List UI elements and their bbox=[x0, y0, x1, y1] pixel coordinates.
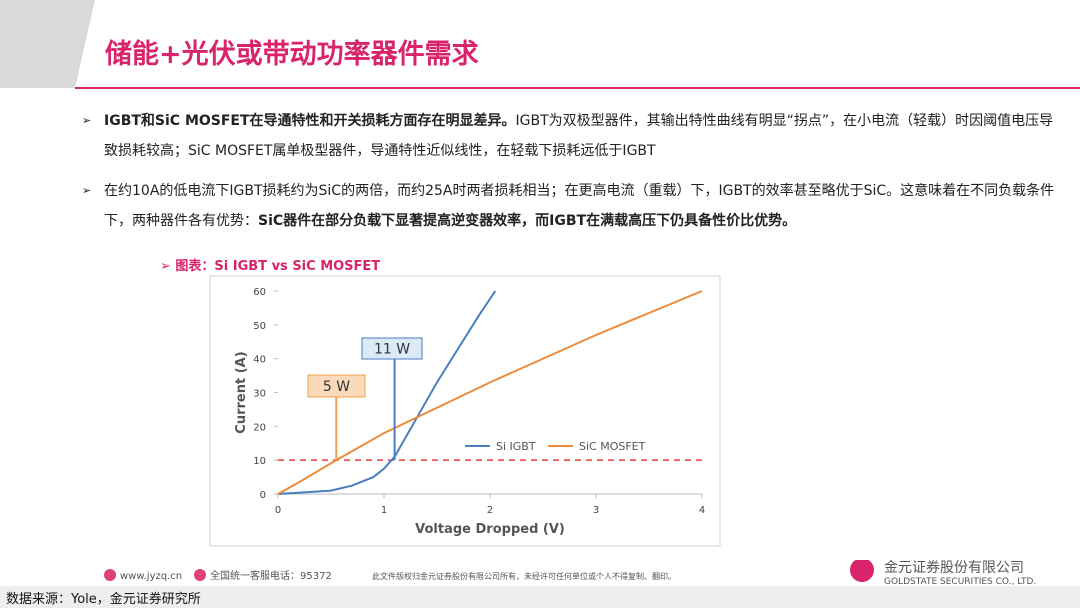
x-tick-label: 2 bbox=[487, 505, 493, 516]
bullet-text: IGBT和SiC MOSFET在导通特性和开关损耗方面存在明显差异。IGBT为双… bbox=[104, 106, 1067, 166]
company: 金元证券股份有限公司 bbox=[884, 560, 1024, 576]
bullet-text: 在约10A的低电流下IGBT损耗约为SiC的两倍，而约25A时两者损耗相当；在更… bbox=[104, 176, 1067, 236]
y-tick-label: 50 bbox=[253, 321, 266, 332]
x-tick-label: 1 bbox=[381, 505, 387, 516]
x-tick-label: 3 bbox=[593, 505, 599, 516]
annotation-box bbox=[307, 374, 366, 398]
corner-shape bbox=[0, 0, 95, 88]
y-tick-label: 0 bbox=[260, 490, 266, 501]
y-tick-label: 10 bbox=[253, 456, 266, 467]
legend-label: Si IGBT bbox=[496, 440, 536, 453]
y-tick-label: 60 bbox=[253, 287, 266, 298]
x-tick-label: 0 bbox=[275, 505, 281, 516]
bullet: ➢ IGBT和SiC MOSFET在导通特性和开关损耗方面存在明显差异。IGBT为… bbox=[82, 106, 1067, 166]
x-axis-label: Voltage Dropped (V) bbox=[415, 522, 565, 537]
caption-text: 图表：Si IGBT vs SiC MOSFET bbox=[175, 259, 381, 274]
series-line bbox=[277, 290, 703, 495]
text-run: SiC器件在部分负载下显著提高逆变器效率，而IGBT在满载高压下仍具备性价比优势… bbox=[258, 213, 797, 229]
company-logo bbox=[850, 560, 874, 582]
y-tick-label: 40 bbox=[253, 355, 266, 366]
website: www.jyzq.cn bbox=[120, 571, 182, 582]
title: 储能+光伏或带动功率器件需求 bbox=[105, 39, 479, 70]
chart-frame bbox=[209, 275, 721, 547]
bottom-bar bbox=[0, 586, 1080, 608]
web-icon bbox=[104, 569, 116, 581]
phone-icon bbox=[194, 569, 206, 581]
text-run: IGBT和SiC MOSFET在导通特性和开关损耗方面存在明显差异。 bbox=[104, 113, 516, 129]
y-tick-label: 20 bbox=[253, 422, 266, 433]
legend-label: SiC MOSFET bbox=[579, 440, 646, 453]
text-run: IGBT为双极型器件，其输出特性曲线有明显“拐点”，在小电流（轻载）时因阈值电压… bbox=[104, 113, 1054, 159]
annotation-label: 5 W bbox=[323, 379, 350, 395]
source: 数据来源：Yole，金元证券研究所 bbox=[6, 591, 201, 607]
chart-caption: ➢ 图表：Si IGBT vs SiC MOSFET bbox=[160, 259, 381, 274]
footer: www.jyzq.cn 全国统一客服电话：95372 此文件版权归金元证券股份有… bbox=[6, 560, 1036, 607]
annotation-box bbox=[361, 337, 423, 360]
y-tick-label: 30 bbox=[253, 389, 266, 400]
copyright: 此文件版权归金元证券股份有限公司所有，未经许可任何单位或个人不得复制、翻印。 bbox=[372, 571, 676, 581]
bullet: ➢ 在约10A的低电流下IGBT损耗约为SiC的两倍，而约25A时两者损耗相当；在… bbox=[82, 176, 1067, 236]
hotline: 全国统一客服电话：95372 bbox=[210, 569, 332, 582]
annotation-label: 11 W bbox=[374, 342, 410, 358]
x-tick-label: 4 bbox=[699, 505, 705, 516]
y-axis-label: Current (A) bbox=[234, 351, 249, 433]
company-en: GOLDSTATE SECURITIES CO., LTD. bbox=[884, 577, 1036, 587]
text-run: 在约10A的低电流下IGBT损耗约为SiC的两倍，而约25A时两者损耗相当；在更… bbox=[104, 183, 1055, 229]
